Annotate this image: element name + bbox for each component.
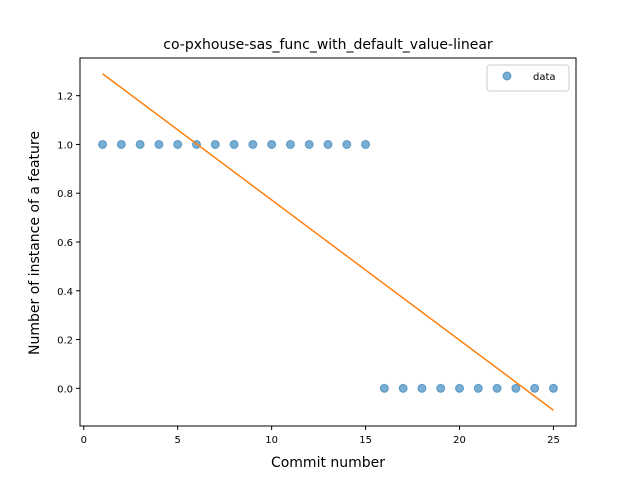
legend-label: data	[533, 72, 556, 83]
y-tick-label: 1.0	[57, 140, 73, 151]
data-point	[492, 383, 502, 393]
x-tick-label: 5	[175, 435, 181, 446]
plot-area	[98, 73, 558, 411]
data-point	[154, 139, 164, 149]
data-point	[455, 383, 465, 393]
data-point	[473, 383, 483, 393]
y-axis-label: Number of instance of a feature	[27, 131, 43, 355]
y-tick-label: 0.4	[57, 287, 73, 298]
data-point	[285, 139, 295, 149]
y-tick-label: 0.6	[57, 238, 73, 249]
data-point	[210, 139, 220, 149]
x-tick-label: 15	[359, 435, 372, 446]
data-point	[548, 383, 558, 393]
chart-title: co-pxhouse-sas_func_with_default_value-l…	[163, 37, 493, 53]
x-tick-label: 20	[453, 435, 466, 446]
x-tick-label: 0	[81, 435, 87, 446]
data-point	[135, 139, 145, 149]
data-point	[530, 383, 540, 393]
data-point	[173, 139, 183, 149]
data-point	[379, 383, 389, 393]
data-point	[267, 139, 277, 149]
x-axis-label: Commit number	[271, 455, 385, 471]
data-point	[323, 139, 333, 149]
data-point	[116, 139, 126, 149]
legend-marker	[502, 71, 512, 81]
data-point	[229, 139, 239, 149]
data-point	[98, 139, 108, 149]
y-tick-label: 0.2	[57, 336, 73, 347]
x-tick-label: 25	[547, 435, 560, 446]
data-point	[398, 383, 408, 393]
data-point	[304, 139, 314, 149]
data-point	[342, 139, 352, 149]
y-tick-label: 0.8	[57, 189, 73, 200]
x-tick-label: 10	[265, 435, 278, 446]
axes: 0 5 10 15 20 25 0.0 0.2 0.4 0.6 0.8 1.0 1.2	[57, 57, 577, 446]
legend: data	[486, 64, 570, 92]
data-point	[361, 139, 371, 149]
legend-box	[486, 64, 570, 92]
data-point	[511, 383, 521, 393]
y-tick-label: 0.0	[57, 384, 73, 395]
data-point	[248, 139, 258, 149]
data-point	[436, 383, 446, 393]
fit-line	[102, 73, 554, 411]
data-point	[417, 383, 427, 393]
y-tick-label: 1.2	[57, 92, 73, 103]
